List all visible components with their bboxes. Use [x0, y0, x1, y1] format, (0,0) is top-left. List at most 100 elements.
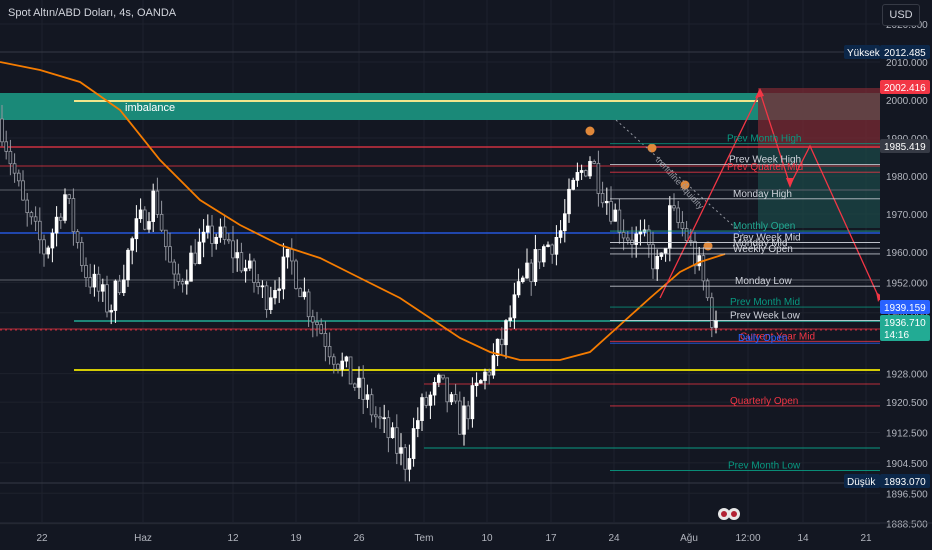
- candle-body: [613, 209, 617, 222]
- candle-body: [147, 221, 151, 230]
- candle-body: [184, 280, 189, 285]
- candle-body: [483, 371, 487, 381]
- candle-body: [38, 220, 42, 241]
- symbol-title: Spot Altın/ABD Doları, 4s, OANDA: [8, 7, 177, 19]
- candle-body: [365, 394, 370, 400]
- level-label: Weekly Open: [733, 244, 793, 255]
- candle-body: [596, 162, 601, 194]
- target-zone: [758, 148, 880, 228]
- candle-body: [684, 228, 689, 241]
- candle-body: [403, 447, 407, 470]
- candle-body: [558, 230, 563, 238]
- moving-average-line: [0, 61, 726, 361]
- candle-body: [441, 374, 445, 379]
- candle-body: [252, 260, 256, 283]
- candle-body: [495, 338, 500, 357]
- level-label: Prev Week High: [729, 155, 801, 166]
- candle-body: [697, 255, 701, 267]
- trendline-label: trendline liquidity: [654, 155, 707, 212]
- price-tick: 2010.000: [886, 58, 928, 69]
- candle-body: [273, 290, 277, 299]
- candle-body: [554, 236, 559, 255]
- price-marker-label-bg: [844, 45, 880, 59]
- price-marker-label: Yüksek: [847, 48, 881, 59]
- candle-body: [499, 338, 504, 346]
- currency-button[interactable]: USD: [882, 4, 920, 26]
- candle-body: [142, 209, 147, 230]
- swing-point: [680, 180, 690, 190]
- candle-body: [521, 277, 525, 282]
- candle-body: [659, 252, 664, 257]
- level-label: Prev Quarter Mid: [727, 162, 803, 173]
- candle-body: [361, 377, 365, 400]
- time-tick: 26: [353, 533, 365, 544]
- candle-body: [126, 249, 130, 281]
- candle-body: [390, 427, 395, 439]
- candle-body: [336, 363, 340, 370]
- candle-body: [159, 213, 164, 231]
- horizontal-lines: [0, 51, 880, 484]
- candle-body: [8, 150, 13, 165]
- price-marker: [880, 474, 930, 488]
- candle-body: [218, 226, 223, 238]
- candle-body: [714, 320, 718, 328]
- candle-body: [487, 371, 491, 376]
- candle-body: [306, 291, 311, 318]
- candle-body: [247, 260, 252, 269]
- level-label: Monthly Open: [733, 221, 795, 232]
- candle-body: [42, 239, 46, 255]
- candle-body: [651, 244, 655, 270]
- candle-body: [189, 252, 193, 282]
- level-label: Prev Month High: [727, 134, 801, 145]
- candle-body: [369, 394, 374, 416]
- candle-body: [84, 265, 88, 279]
- candle-body: [172, 261, 177, 275]
- candle-body: [424, 397, 428, 406]
- arrow-head: [755, 88, 764, 98]
- candle-body: [382, 417, 386, 420]
- price-tick: 1896.500: [886, 489, 928, 500]
- candle-body: [378, 416, 382, 419]
- price-axis[interactable]: 2020.0002010.0002000.0001990.0001980.000…: [880, 0, 932, 531]
- candle-body: [243, 267, 248, 272]
- candle-body: [130, 238, 135, 251]
- candle-body: [571, 179, 575, 190]
- price-marker: [880, 80, 930, 94]
- candle-body: [310, 316, 315, 323]
- candle-body: [609, 200, 613, 222]
- candle-body: [134, 218, 139, 240]
- candle-body: [302, 291, 307, 298]
- price-axis-bg: [880, 0, 932, 522]
- candle-body: [474, 382, 479, 387]
- time-tick: 22: [36, 533, 48, 544]
- imbalance-label: imbalance: [125, 102, 175, 114]
- level-label: Monday High: [733, 189, 792, 200]
- time-tick: 12: [227, 533, 239, 544]
- candle-body: [264, 285, 269, 310]
- candle-body: [373, 414, 378, 418]
- candle-body: [407, 458, 412, 470]
- candle-body: [357, 377, 361, 388]
- candle-body: [331, 356, 336, 365]
- candle-body: [294, 260, 298, 289]
- candle-body: [323, 333, 328, 347]
- candle-body: [386, 417, 391, 439]
- candle-body: [626, 237, 630, 241]
- candle-body: [201, 231, 206, 243]
- candle-body: [428, 394, 433, 406]
- candle-body: [285, 248, 290, 258]
- time-tick: Haz: [134, 533, 152, 544]
- swing-point: [585, 126, 595, 136]
- candle-body: [621, 231, 626, 239]
- candle-body: [701, 255, 706, 282]
- candle-body: [705, 280, 710, 299]
- candle-body: [88, 277, 93, 288]
- price-tick: 2000.000: [886, 96, 928, 107]
- time-axis[interactable]: 22 Haz 12 19 26 Tem 10 17 24 Ağu 12:00 14 21: [0, 508, 932, 544]
- price-marker: [880, 45, 930, 59]
- candle-body: [193, 252, 198, 265]
- price-tick: 1928.000: [886, 370, 928, 381]
- candle-body: [563, 213, 567, 232]
- price-tick: 1912.500: [886, 429, 928, 440]
